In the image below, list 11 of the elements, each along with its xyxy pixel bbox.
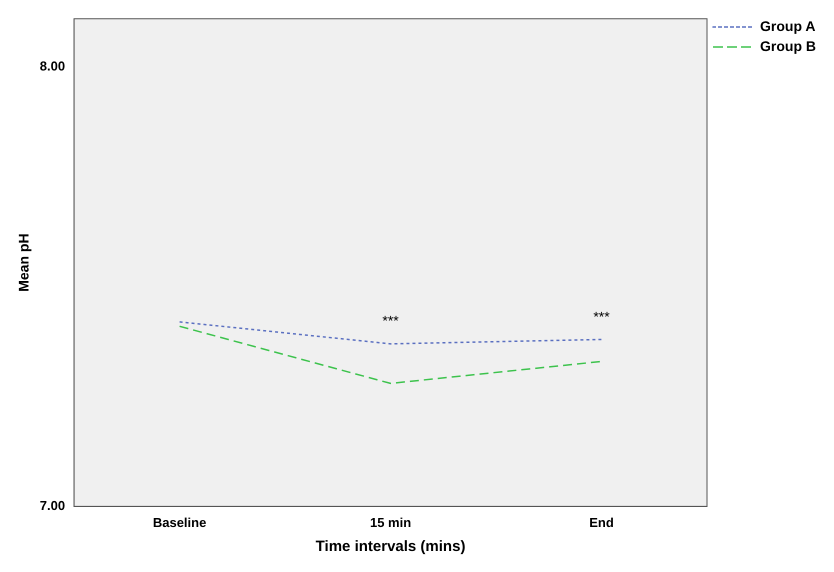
y-tick-label: 8.00 bbox=[40, 58, 66, 74]
y-tick-label: 7.00 bbox=[40, 498, 66, 513]
legend-label: Group B bbox=[760, 38, 816, 54]
x-tick-label: 15 min bbox=[370, 514, 412, 530]
y-axis-title: Mean pH bbox=[15, 233, 32, 292]
annotation: *** bbox=[382, 312, 400, 329]
x-tick-label: Baseline bbox=[152, 514, 206, 530]
x-axis-title: Time intervals (mins) bbox=[316, 538, 466, 556]
legend-label: Group A bbox=[760, 18, 816, 34]
annotation: *** bbox=[593, 308, 610, 324]
x-tick-label: End bbox=[589, 514, 614, 530]
